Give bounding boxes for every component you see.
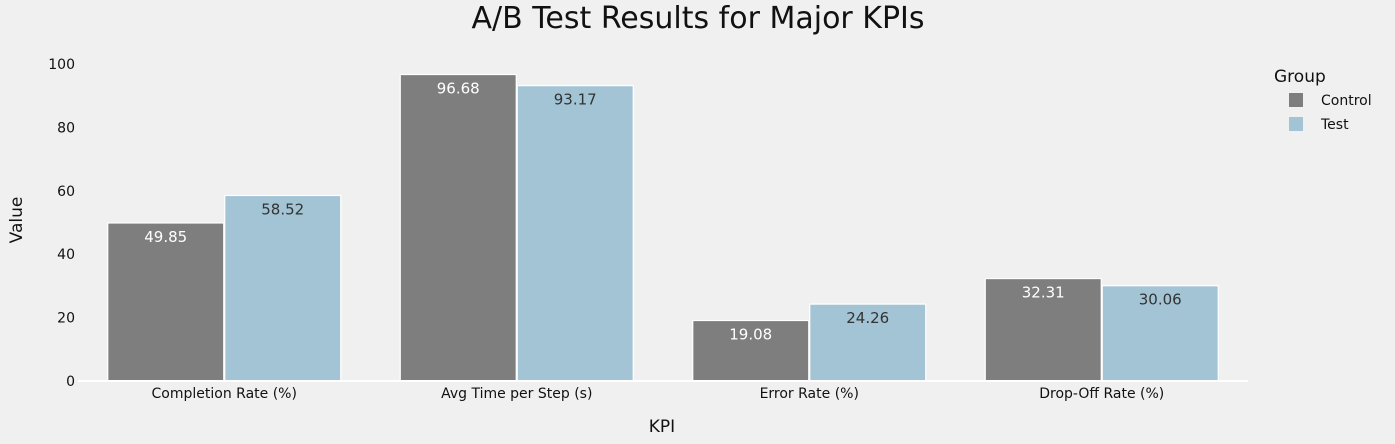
legend[interactable]: Group Control Test xyxy=(1274,67,1372,133)
y-axis: 0 20 40 60 80 100 xyxy=(48,57,75,390)
y-axis-title: Value xyxy=(7,197,27,244)
x-axis: Completion Rate (%) Avg Time per Step (s)… xyxy=(152,386,1165,402)
y-tick-label: 0 xyxy=(66,374,75,390)
bar-control[interactable] xyxy=(984,277,1102,382)
legend-swatch-test xyxy=(1289,117,1303,131)
bar-value-label: 58.52 xyxy=(261,200,304,218)
bar-value-label: 49.85 xyxy=(144,228,187,246)
y-tick-label: 80 xyxy=(57,120,75,136)
bar-test[interactable] xyxy=(809,303,927,382)
x-axis-title: KPI xyxy=(649,417,675,437)
y-tick-label: 40 xyxy=(57,247,75,263)
bar-test[interactable] xyxy=(1101,285,1219,382)
x-tick-label: Avg Time per Step (s) xyxy=(441,386,592,402)
legend-item-control[interactable]: Control xyxy=(1321,93,1372,109)
bar-value-label: 32.31 xyxy=(1022,284,1065,302)
legend-item-test[interactable]: Test xyxy=(1320,117,1349,133)
plot-area: 49.85 58.52 96.68 93.17 19.08 24.26 32.31 30.06 xyxy=(107,73,1219,382)
chart-title: A/B Test Results for Major KPIs xyxy=(471,1,924,36)
bar-value-label: 96.68 xyxy=(437,80,480,98)
x-tick-label: Completion Rate (%) xyxy=(152,386,297,402)
bar-value-label: 93.17 xyxy=(554,91,597,109)
y-tick-label: 20 xyxy=(57,311,75,327)
x-tick-label: Error Rate (%) xyxy=(760,386,859,402)
y-tick-label: 100 xyxy=(48,57,75,73)
bar-value-label: 19.08 xyxy=(729,326,772,344)
bar-value-label: 24.26 xyxy=(846,309,889,327)
bar-value-label: 30.06 xyxy=(1139,291,1182,309)
legend-title: Group xyxy=(1274,67,1326,87)
bar-control[interactable] xyxy=(692,319,810,382)
bar-control[interactable] xyxy=(107,222,225,382)
bar-control[interactable] xyxy=(399,73,517,382)
bar-test[interactable] xyxy=(224,194,342,382)
y-tick-label: 60 xyxy=(57,184,75,200)
bar-test[interactable] xyxy=(516,85,634,382)
legend-swatch-control xyxy=(1289,93,1303,107)
x-tick-label: Drop-Off Rate (%) xyxy=(1039,386,1164,402)
